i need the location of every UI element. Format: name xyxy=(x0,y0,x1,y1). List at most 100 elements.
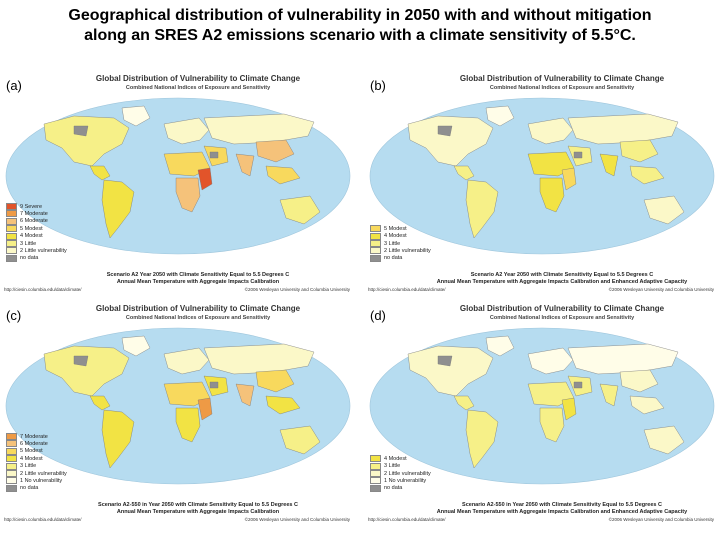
source-url: http://ciesin.columbia.edu/data/climate/ xyxy=(4,287,82,292)
legend-swatch xyxy=(6,484,17,492)
legend-label: 4 Modest xyxy=(20,455,43,462)
legend-label: 3 Little xyxy=(384,240,401,247)
legend-swatch xyxy=(6,203,17,211)
legend-label: no data xyxy=(384,255,403,262)
legend-item: 7 Moderate xyxy=(6,433,67,441)
legend-item: no data xyxy=(6,254,67,262)
region-greenland xyxy=(485,335,515,357)
legend: 7 Moderate 6 Moderate 5 Modest 4 Modest 3 Li… xyxy=(6,433,67,492)
legend-item: 3 Little xyxy=(370,462,431,470)
legend-swatch xyxy=(6,240,17,248)
panel-title: Global Distribution of Vulnerability to … xyxy=(459,304,665,313)
caption-scenario: Scenario A2-550 in Year 2050 with Climat… xyxy=(462,502,662,508)
figure-title-line-1: Geographical distribution of vulnerabili… xyxy=(68,7,652,24)
region-eu xyxy=(163,347,210,375)
region-greenland xyxy=(121,105,151,127)
legend-swatch xyxy=(6,455,17,463)
legend-item: 6 Moderate xyxy=(6,217,67,225)
legend-swatch xyxy=(370,232,381,240)
legend: 5 Modest 4 Modest 3 Little 2 Little vulnera… xyxy=(370,225,431,262)
legend-swatch xyxy=(6,433,17,441)
region-nodata1 xyxy=(437,125,453,137)
legend-item: 2 Little vulnerability xyxy=(6,470,67,478)
legend-swatch xyxy=(6,217,17,225)
legend-item: 3 Little xyxy=(370,240,431,248)
caption-calibration: Annual Mean Temperature with Aggregate I… xyxy=(436,509,688,515)
region-eafrica xyxy=(197,167,213,191)
legend-item: 2 Little vulnerability xyxy=(370,470,431,478)
legend-label: 2 Little vulnerability xyxy=(20,247,67,254)
legend-item: no data xyxy=(370,254,431,262)
legend-item: 5 Modest xyxy=(370,225,431,233)
panel-label: (d) xyxy=(370,308,386,323)
region-china xyxy=(255,369,295,393)
legend-label: 9 Severe xyxy=(20,203,43,210)
legend-item: 4 Modest xyxy=(370,455,431,463)
panel-subtitle: Combined National Indices of Exposure an… xyxy=(125,315,271,321)
copyright: ©2006 Wesleyan University and Columbia U… xyxy=(244,287,350,292)
world-map xyxy=(369,97,715,255)
legend-label: no data xyxy=(20,485,39,492)
legend-swatch xyxy=(6,477,17,485)
legend-swatch xyxy=(6,254,17,262)
legend-item: 4 Modest xyxy=(370,232,431,240)
legend-label: no data xyxy=(20,255,39,262)
region-safrica xyxy=(175,407,201,443)
region-asia xyxy=(567,113,679,145)
region-na xyxy=(43,115,130,167)
legend-label: 4 Modest xyxy=(20,233,43,240)
panel-title: Global Distribution of Vulnerability to … xyxy=(459,74,665,83)
region-sa xyxy=(465,409,499,469)
panel-subtitle: Combined National Indices of Exposure an… xyxy=(489,315,635,321)
region-sa xyxy=(101,179,135,239)
region-nodata1 xyxy=(73,125,89,137)
legend-swatch xyxy=(6,210,17,218)
caption-scenario: Scenario A2-550 in Year 2050 with Climat… xyxy=(98,502,298,508)
source-url: http://ciesin.columbia.edu/data/climate/ xyxy=(368,287,446,292)
legend-label: 7 Moderate xyxy=(20,433,48,440)
panel-c: (c) Global Distribution of Vulnerability… xyxy=(2,300,354,522)
legend-swatch xyxy=(370,477,381,485)
region-india xyxy=(599,153,619,177)
legend-swatch xyxy=(6,462,17,470)
legend-label: no data xyxy=(384,485,403,492)
region-ca xyxy=(453,165,475,181)
legend-item: 1 No vulnerability xyxy=(6,477,67,485)
legend: 4 Modest 3 Little 2 Little vulnerability 1 … xyxy=(370,455,431,492)
panel-label: (b) xyxy=(370,78,386,93)
panel-title: Global Distribution of Vulnerability to … xyxy=(95,74,301,83)
region-ca xyxy=(453,395,475,411)
legend-label: 7 Moderate xyxy=(20,210,48,217)
panel-label: (c) xyxy=(6,308,22,323)
legend-swatch xyxy=(370,247,381,255)
region-sa xyxy=(465,179,499,239)
figure-title: Geographical distribution of vulnerabili… xyxy=(0,6,720,46)
legend-swatch xyxy=(6,225,17,233)
region-nodata2 xyxy=(573,151,583,159)
legend: 9 Severe 7 Moderate 6 Moderate 5 Modest 4 Mo… xyxy=(6,203,67,262)
legend-swatch xyxy=(370,484,381,492)
legend-swatch xyxy=(370,240,381,248)
panel-title: Global Distribution of Vulnerability to … xyxy=(95,304,301,313)
caption-scenario: Scenario A2 Year 2050 with Climate Sensi… xyxy=(106,272,290,278)
region-eu xyxy=(163,117,210,145)
legend-swatch xyxy=(370,254,381,262)
legend-swatch xyxy=(370,462,381,470)
legend-label: 4 Modest xyxy=(384,455,407,462)
legend-label: 3 Little xyxy=(20,240,37,247)
legend-item: no data xyxy=(6,484,67,492)
region-nodata1 xyxy=(73,355,89,367)
region-eu xyxy=(527,117,574,145)
world-map xyxy=(5,327,351,485)
legend-swatch xyxy=(370,470,381,478)
region-nodata1 xyxy=(437,355,453,367)
panel-subtitle: Combined National Indices of Exposure an… xyxy=(125,85,271,91)
legend-swatch xyxy=(6,447,17,455)
region-eafrica xyxy=(561,397,577,421)
legend-item: 3 Little xyxy=(6,462,67,470)
region-sea xyxy=(265,395,301,415)
legend-item: 4 Modest xyxy=(6,455,67,463)
legend-label: 5 Modest xyxy=(384,225,407,232)
legend-item: 5 Modest xyxy=(6,447,67,455)
legend-item: 5 Modest xyxy=(6,225,67,233)
